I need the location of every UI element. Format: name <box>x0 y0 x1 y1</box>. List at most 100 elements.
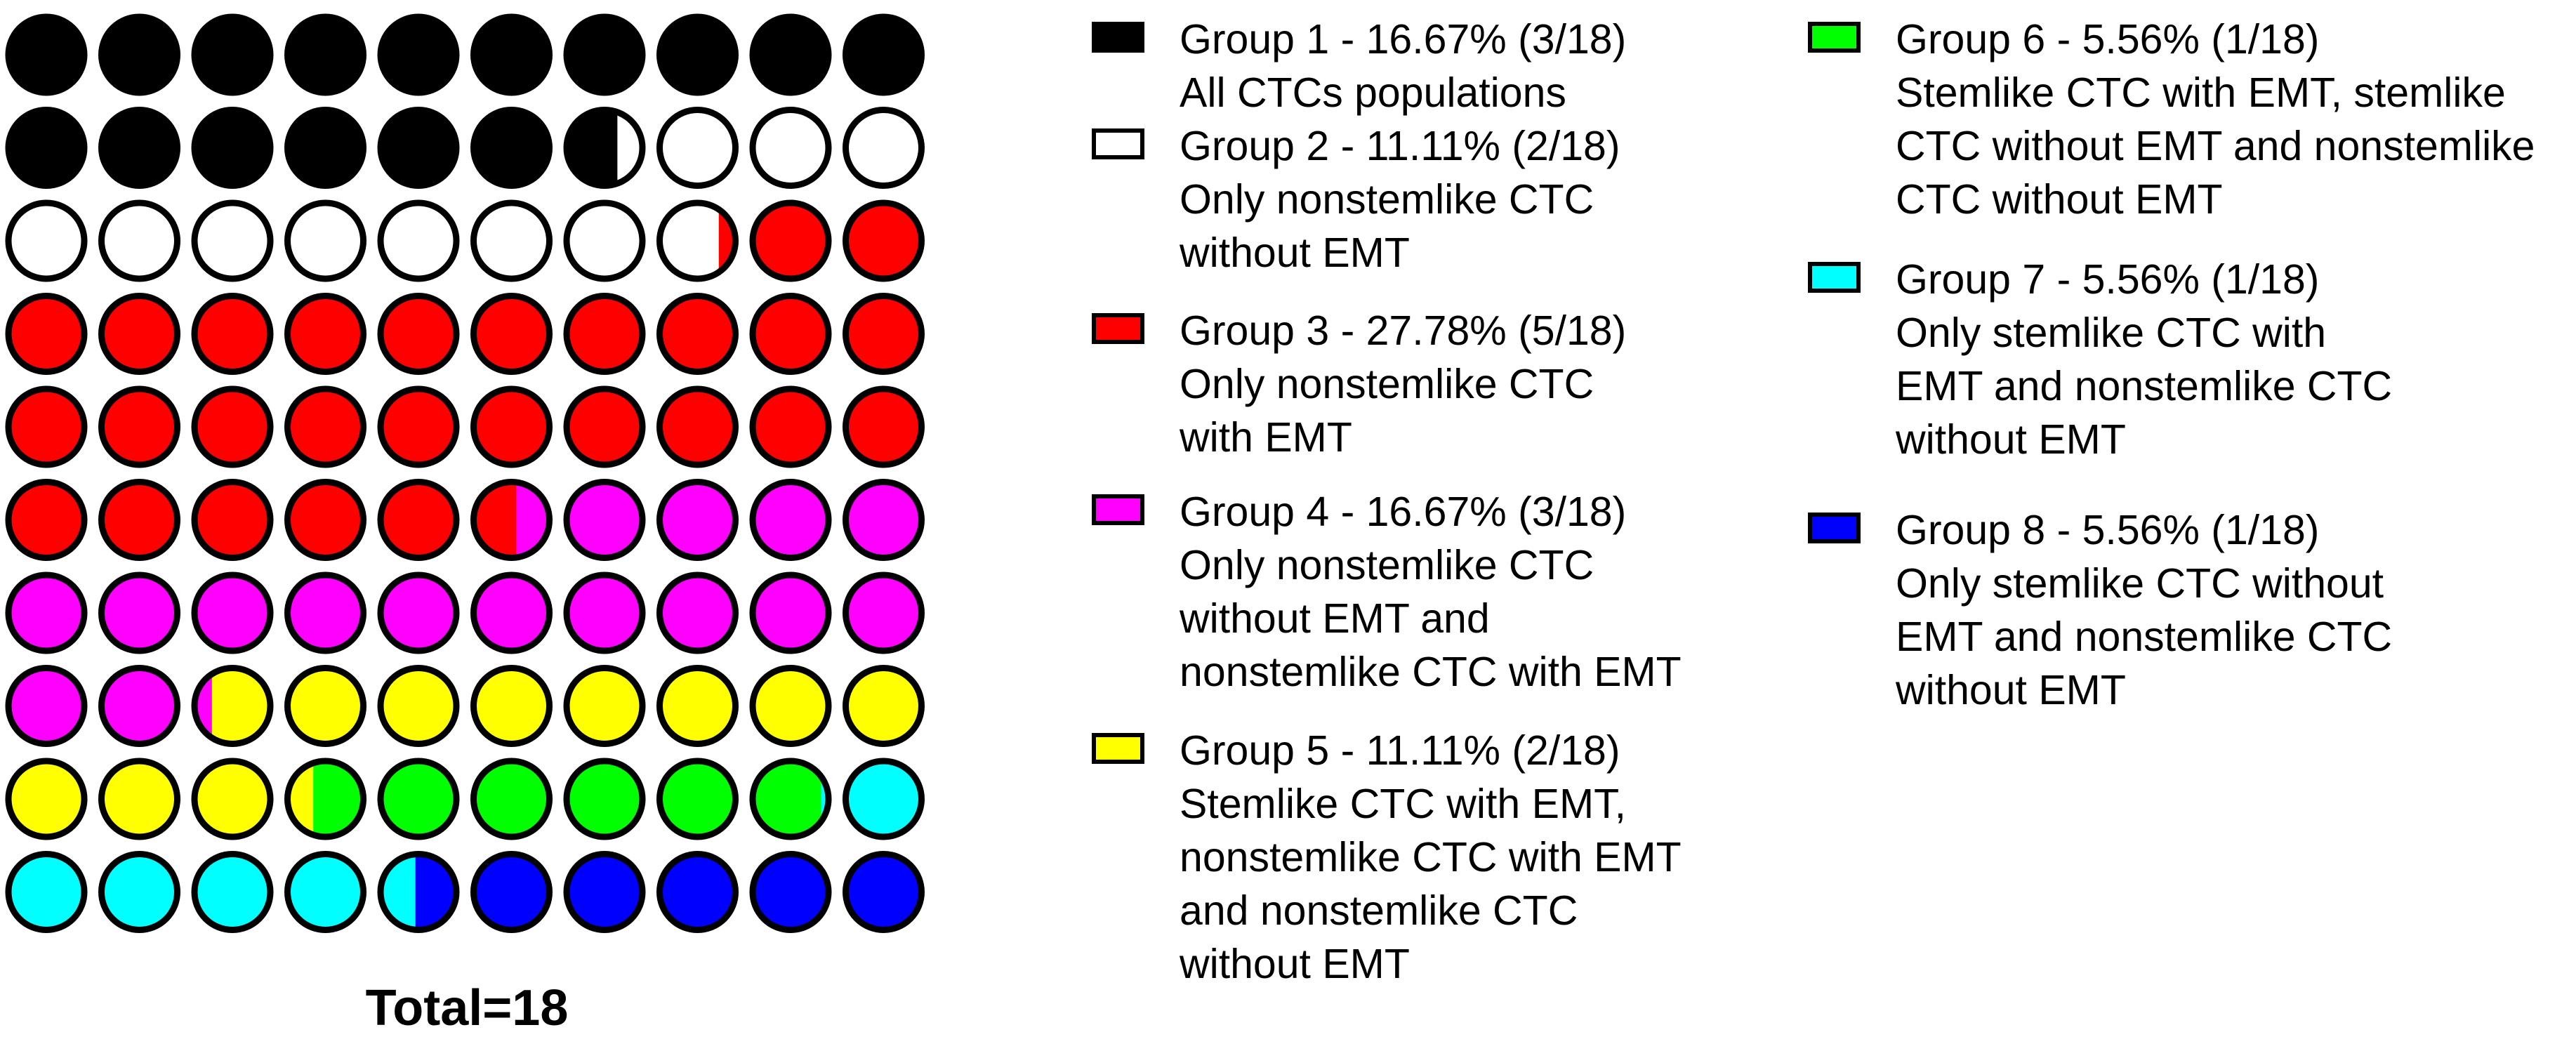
waffle-cell-fill <box>659 668 736 744</box>
waffle-cell-outline <box>749 758 832 840</box>
waffle-cell-outline <box>563 385 646 468</box>
waffle-cell <box>191 107 274 189</box>
waffle-cell-fill <box>473 668 550 744</box>
waffle-cell <box>470 385 553 468</box>
legend-swatch-group-5 <box>1092 733 1144 764</box>
waffle-cell-outline <box>749 479 832 561</box>
waffle-cell-fill <box>8 668 84 744</box>
waffle-cell <box>656 199 739 282</box>
waffle-cell <box>563 571 646 654</box>
waffle-cell-outline <box>5 479 88 561</box>
legend-swatch-group-4 <box>1092 494 1144 525</box>
waffle-cell-outline <box>470 758 553 840</box>
waffle-cell <box>563 385 646 468</box>
waffle-cell <box>470 758 553 840</box>
waffle-cell-fill <box>753 110 828 186</box>
waffle-cell-outline <box>843 665 925 747</box>
total-label: Total=18 <box>365 980 569 1036</box>
legend-swatch-group-8 <box>1808 513 1861 543</box>
waffle-cell-fill <box>567 203 642 279</box>
waffle-cell-fill <box>567 17 642 93</box>
legend-desc-group-5: Stemlike CTC with EMT, nonstemlike CTC wi… <box>1180 781 1682 987</box>
waffle-cell <box>191 293 274 375</box>
waffle-cell-fill <box>287 482 364 558</box>
legend-desc-group-2: Only nonstemlike CTC without EMT <box>1180 176 1594 276</box>
waffle-cell-fill <box>101 203 178 279</box>
legend-item-group-8: Group 8 - 5.56% (1/18) Only stemlike CTC… <box>1808 503 2573 717</box>
waffle-cell-outline <box>284 293 366 375</box>
waffle-cell-fill <box>753 296 828 372</box>
waffle-cell-outline <box>843 199 925 282</box>
waffle-cell <box>5 479 88 561</box>
waffle-cell <box>656 293 739 375</box>
waffle-cell <box>5 571 88 654</box>
legend-item-group-5: Group 5 - 11.11% (2/18) Stemlike CTC wit… <box>1092 724 1794 991</box>
legend-item-group-7: Group 7 - 5.56% (1/18) Only stemlike CTC… <box>1808 253 2573 503</box>
waffle-cell-outline <box>656 293 739 375</box>
waffle-cell <box>191 199 274 282</box>
waffle-cell-outline <box>98 199 180 282</box>
waffle-cell <box>470 107 553 189</box>
waffle-cell-outline <box>843 571 925 654</box>
waffle-cell-fill <box>101 17 178 93</box>
waffle-cell-outline <box>563 665 646 747</box>
waffle-cell <box>191 665 274 747</box>
waffle-cell <box>377 479 460 561</box>
waffle-cell <box>284 107 366 189</box>
waffle-cell-outline <box>470 199 553 282</box>
waffle-cell-outline <box>656 13 739 96</box>
waffle-cell <box>563 13 646 96</box>
waffle-cell-fill <box>8 203 84 279</box>
waffle-cell-fill <box>753 203 828 279</box>
waffle-cell-outline <box>656 571 739 654</box>
waffle-cell-outline <box>749 665 832 747</box>
waffle-cell <box>98 758 180 840</box>
waffle-cell <box>284 13 366 96</box>
waffle-cell-outline <box>843 385 925 468</box>
waffle-cell-outline <box>843 479 925 561</box>
waffle-cell <box>377 758 460 840</box>
waffle-cell-fill <box>8 854 84 930</box>
waffle-cell <box>98 479 180 561</box>
waffle-cell-outline <box>470 851 553 933</box>
waffle-cell-fill <box>8 389 84 465</box>
waffle-cell-outline <box>377 851 460 933</box>
legend-desc-group-6: Stemlike CTC with EMT, stemlike CTC witho… <box>1896 70 2535 223</box>
waffle-cell <box>5 293 88 375</box>
waffle-cell-fill <box>287 17 364 93</box>
waffle-cell-outline <box>656 385 739 468</box>
waffle-cell-outline <box>5 13 88 96</box>
waffle-cell-fill <box>473 389 550 465</box>
legend-swatch-group-6 <box>1808 22 1861 53</box>
waffle-cell-fill <box>473 854 550 930</box>
waffle-cell-fill <box>845 110 922 186</box>
waffle-cell-fill <box>194 203 270 279</box>
waffle-cell-outline <box>377 293 460 375</box>
waffle-cell <box>284 665 366 747</box>
waffle-cell-outline <box>470 13 553 96</box>
waffle-cell-fill <box>567 296 642 372</box>
waffle-cell <box>749 758 832 840</box>
waffle-cell <box>843 851 925 933</box>
waffle-cell-outline <box>749 13 832 96</box>
waffle-cell <box>191 758 274 840</box>
waffle-cell-outline <box>191 571 274 654</box>
waffle-cell-outline <box>749 851 832 933</box>
waffle-cell <box>656 479 739 561</box>
legend-title-group-1: Group 1 - 16.67% (3/18) <box>1180 16 1627 62</box>
waffle-cell-fill <box>287 110 364 186</box>
waffle-cell <box>470 13 553 96</box>
waffle-cell-outline <box>563 293 646 375</box>
legend-swatch-group-2 <box>1092 128 1144 159</box>
waffle-cell-outline <box>284 758 366 840</box>
legend-desc-group-1: All CTCs populations <box>1180 70 1566 116</box>
waffle-cell <box>377 13 460 96</box>
waffle-cell-outline <box>191 479 274 561</box>
waffle-cell-fill <box>101 389 178 465</box>
waffle-cell-outline <box>284 107 366 189</box>
legend-title-group-4: Group 4 - 16.67% (3/18) <box>1180 489 1627 535</box>
waffle-cell-fill <box>567 575 642 651</box>
waffle-cell-fill <box>381 17 456 93</box>
legend-item-group-1: Group 1 - 16.67% (3/18) All CTCs populat… <box>1092 13 1794 119</box>
waffle-cell-outline <box>843 107 925 189</box>
